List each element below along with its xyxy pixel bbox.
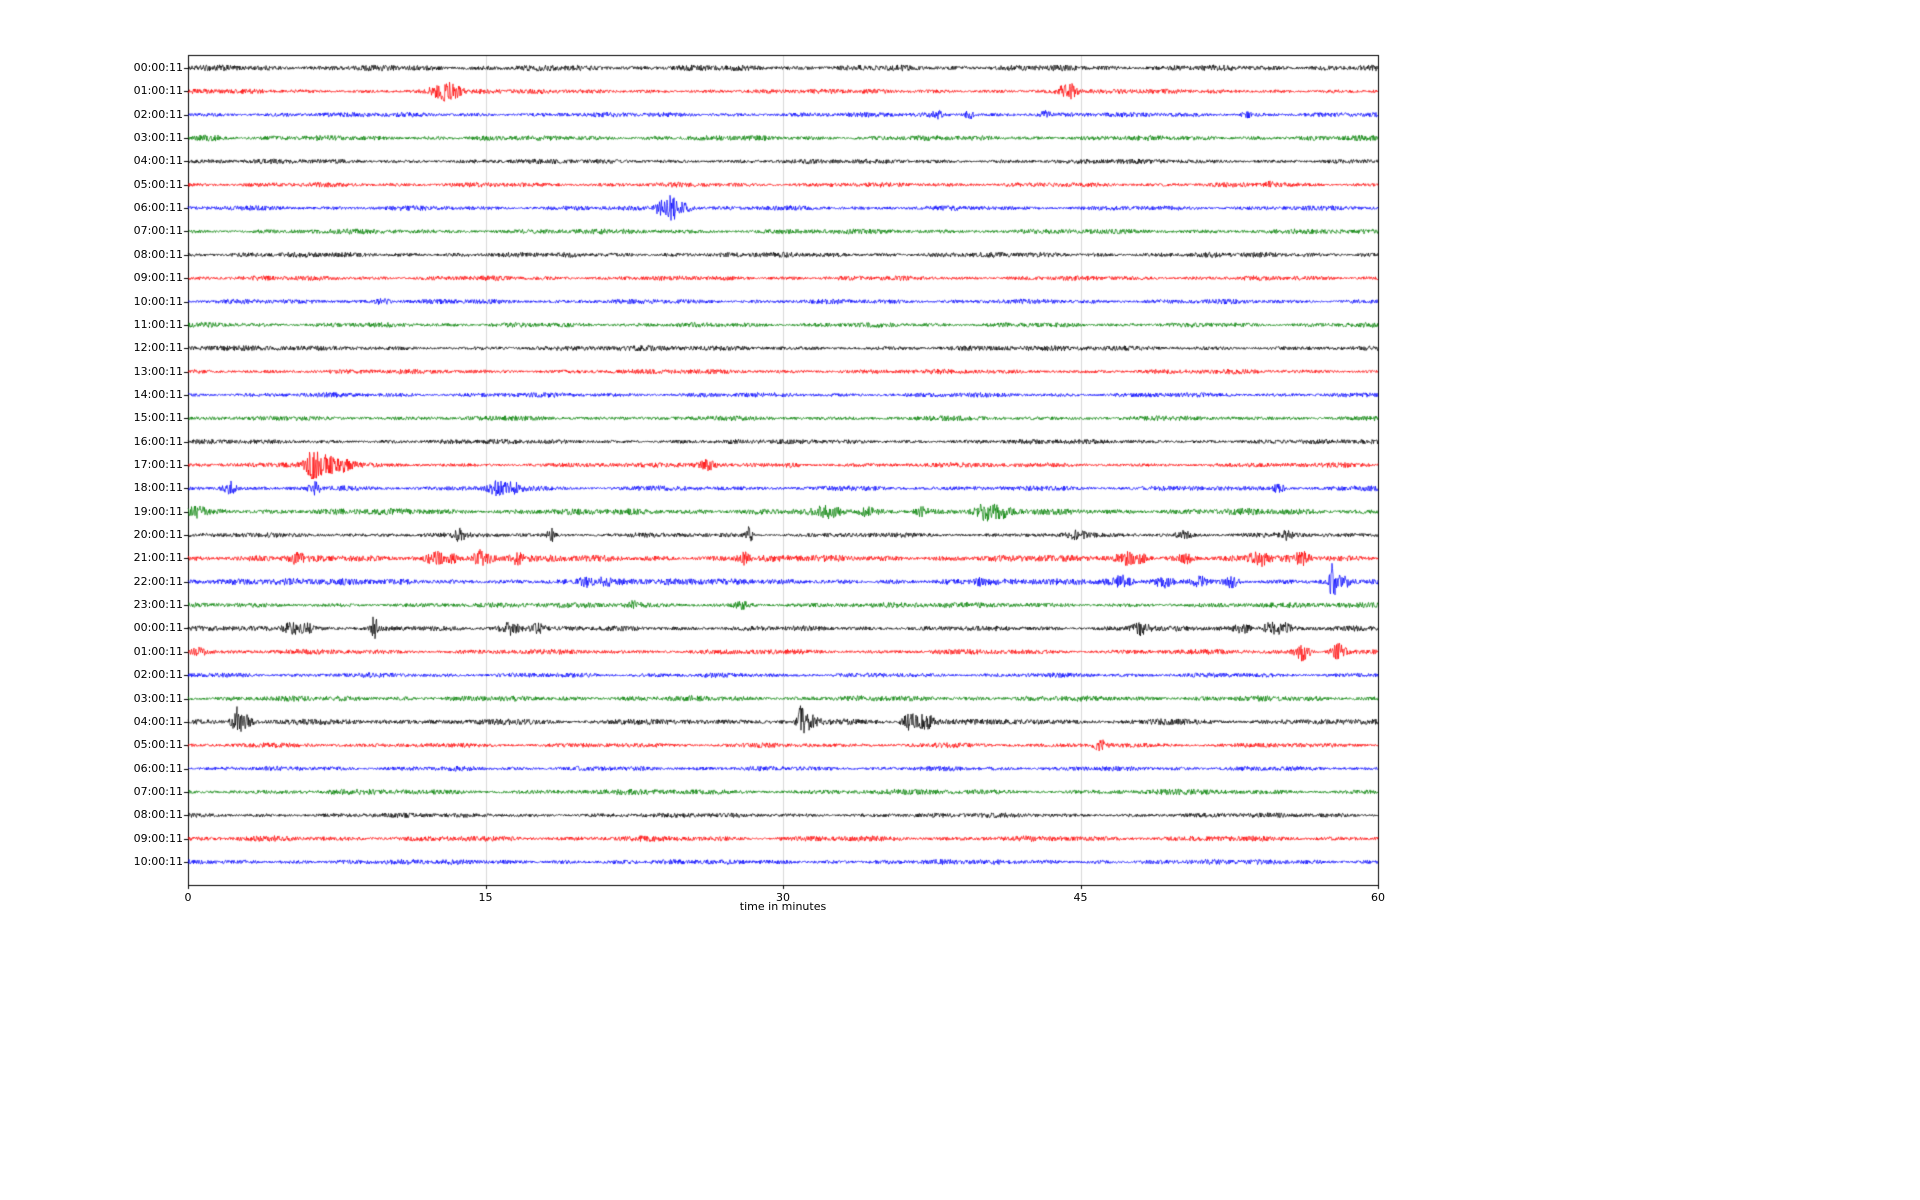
x-tick-label: 0 [184,891,192,904]
trace-time-label: 04:00:11 [133,714,183,728]
trace-time-label: 00:00:11 [133,621,183,635]
trace-time-label: 06:00:11 [133,761,183,775]
trace-time-label: 15:00:11 [133,411,183,425]
trace-time-label: 05:00:11 [133,177,183,191]
trace-time-label: 03:00:11 [133,131,183,145]
trace-time-label: 03:00:11 [133,691,183,705]
trace-time-label: 01:00:11 [133,84,183,98]
trace-time-label: 05:00:11 [133,738,183,752]
trace-time-label: 07:00:11 [133,784,183,798]
trace-time-label: 06:00:11 [133,201,183,215]
x-tick-label: 15 [478,891,493,904]
trace-time-label: 09:00:11 [133,271,183,285]
trace-time-label: 04:00:11 [133,154,183,168]
trace-time-label: 18:00:11 [133,481,183,495]
trace-time-label: 09:00:11 [133,831,183,845]
trace-time-label: 21:00:11 [133,551,183,565]
trace-time-label: 19:00:11 [133,504,183,518]
trace-time-label: 13:00:11 [133,364,183,378]
trace-time-label: 20:00:11 [133,528,183,542]
trace-time-label: 10:00:11 [133,855,183,868]
trace-time-label: 11:00:11 [133,317,183,331]
x-tick-label: 60 [1371,891,1385,904]
trace-time-label: 17:00:11 [133,458,183,471]
trace-time-label: 02:00:11 [133,107,183,121]
trace-time-label: 22:00:11 [133,574,183,588]
trace-time-label: 10:00:11 [133,294,183,308]
trace-time-label: 23:00:11 [133,598,183,612]
x-tick-label: 30 [776,891,790,904]
trace-time-label: 00:00:11 [133,61,183,74]
trace-time-label: 12:00:11 [133,341,183,355]
trace-time-label: 08:00:11 [133,808,183,822]
trace-time-label: 16:00:11 [133,434,183,448]
trace-time-label: 01:00:11 [133,644,183,658]
trace-time-label: 07:00:11 [133,224,183,238]
trace-time-label: 14:00:11 [133,387,183,401]
x-axis-label: time in minutes [739,900,827,913]
x-tick-label: 45 [1073,891,1088,904]
trace-time-label: 02:00:11 [133,668,183,682]
trace-time-label: 08:00:11 [133,247,183,261]
